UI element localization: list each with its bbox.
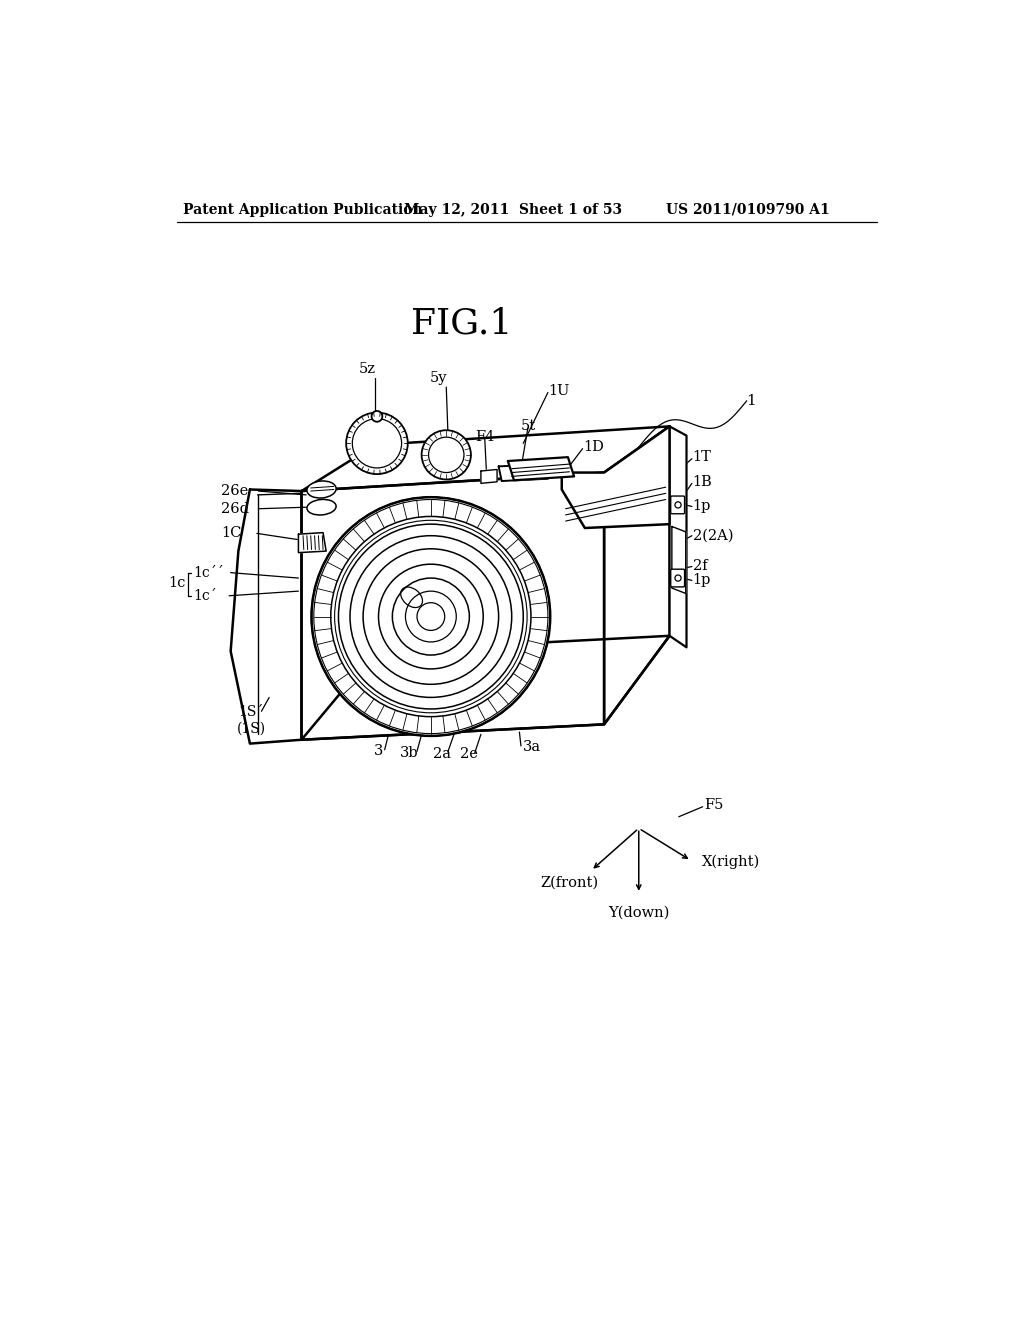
Text: O: O xyxy=(339,671,350,685)
Ellipse shape xyxy=(307,499,336,515)
Text: 1B: 1B xyxy=(692,475,713,488)
Circle shape xyxy=(675,502,681,508)
Circle shape xyxy=(422,430,471,479)
Text: Patent Application Publication: Patent Application Publication xyxy=(183,203,423,216)
Polygon shape xyxy=(298,533,326,553)
Text: 1c´: 1c´ xyxy=(194,589,217,603)
Circle shape xyxy=(379,564,483,669)
Text: X(right): X(right) xyxy=(701,855,760,870)
Text: FIG.1: FIG.1 xyxy=(411,308,512,341)
Polygon shape xyxy=(301,636,670,739)
Text: US 2011/0109790 A1: US 2011/0109790 A1 xyxy=(666,203,829,216)
Polygon shape xyxy=(604,426,670,725)
Text: 5x: 5x xyxy=(630,467,647,480)
Text: Y(down): Y(down) xyxy=(608,906,670,919)
Polygon shape xyxy=(301,473,604,739)
Polygon shape xyxy=(301,426,670,491)
Circle shape xyxy=(364,549,499,684)
Text: 3a: 3a xyxy=(523,741,542,755)
Text: 5z: 5z xyxy=(359,362,376,376)
Polygon shape xyxy=(481,470,497,483)
Text: 1c´´: 1c´´ xyxy=(194,566,224,579)
Circle shape xyxy=(372,411,382,422)
Text: 1U: 1U xyxy=(549,384,570,397)
Text: May 12, 2011  Sheet 1 of 53: May 12, 2011 Sheet 1 of 53 xyxy=(403,203,622,216)
Text: 2a: 2a xyxy=(432,747,451,760)
Text: 5y: 5y xyxy=(430,371,447,385)
Text: 3: 3 xyxy=(374,744,383,758)
Text: F4: F4 xyxy=(475,430,495,444)
Text: 1c: 1c xyxy=(169,577,186,590)
Text: 26d: 26d xyxy=(221,502,250,516)
Circle shape xyxy=(406,591,457,642)
Text: 3b: 3b xyxy=(400,746,419,760)
Circle shape xyxy=(346,413,408,474)
Text: 1S´
(1S): 1S´ (1S) xyxy=(237,705,266,735)
Circle shape xyxy=(417,603,444,631)
Ellipse shape xyxy=(307,480,336,498)
Polygon shape xyxy=(230,490,301,743)
Text: Z(front): Z(front) xyxy=(541,875,598,890)
Text: 1p: 1p xyxy=(692,499,711,513)
FancyBboxPatch shape xyxy=(671,496,685,513)
Text: 2f: 2f xyxy=(692,560,708,573)
Polygon shape xyxy=(670,426,686,647)
Circle shape xyxy=(311,498,550,737)
FancyBboxPatch shape xyxy=(671,569,685,587)
Text: 1C: 1C xyxy=(221,527,242,540)
Polygon shape xyxy=(508,457,574,480)
Circle shape xyxy=(350,536,512,697)
Text: 1D: 1D xyxy=(584,440,604,454)
Text: 5t: 5t xyxy=(520,420,536,433)
Polygon shape xyxy=(499,465,548,480)
Text: 2e: 2e xyxy=(461,747,478,762)
Circle shape xyxy=(429,437,464,473)
Circle shape xyxy=(339,524,523,709)
Text: 1T: 1T xyxy=(692,450,712,465)
Text: 2(2A): 2(2A) xyxy=(692,529,733,543)
Polygon shape xyxy=(562,426,670,528)
Circle shape xyxy=(392,578,469,655)
Circle shape xyxy=(675,576,681,581)
Text: F5: F5 xyxy=(705,799,724,812)
Text: 1p: 1p xyxy=(692,573,711,587)
Circle shape xyxy=(352,418,401,469)
Text: 1: 1 xyxy=(746,393,757,408)
Polygon shape xyxy=(672,527,686,594)
Text: 26e: 26e xyxy=(221,484,249,498)
